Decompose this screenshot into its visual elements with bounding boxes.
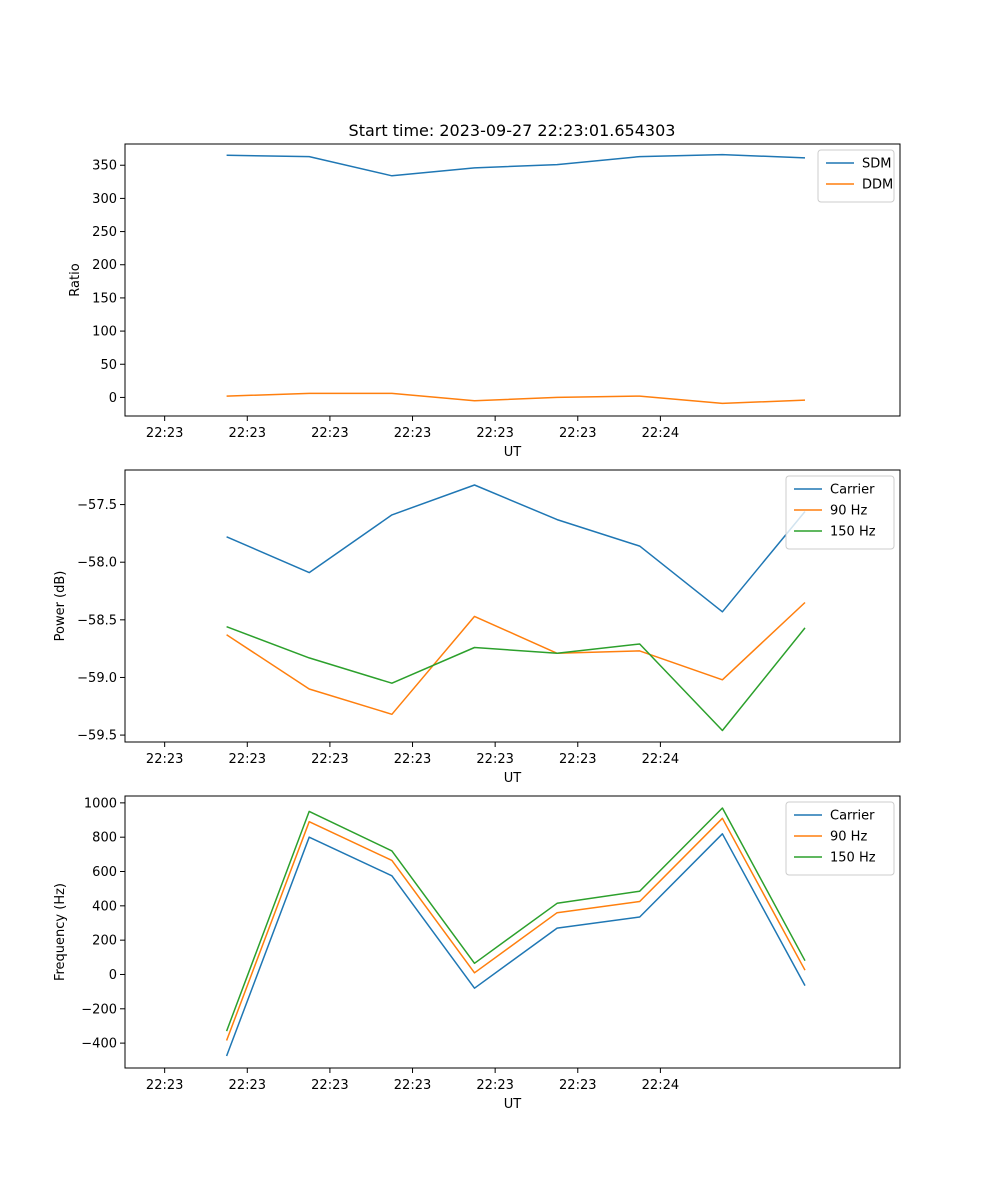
frequency-panel: 22:23 22:23 22:23 22:23 22:23 22:23 22:24 −400 −… xyxy=(53,795,901,1112)
ratio-axes-frame xyxy=(124,143,901,417)
ratio-y-tick-label: 100 xyxy=(92,325,117,340)
power-legend-label: 150 Hz xyxy=(830,525,876,540)
frequency-legend-label: 90 Hz xyxy=(830,830,867,845)
chart-title: Start time: 2023-09-27 22:23:01.654303 xyxy=(349,121,676,140)
frequency-series-line-150-hz xyxy=(225,807,806,1032)
power-y-tick-label: −57.5 xyxy=(77,498,117,513)
frequency-x-tick-label: 22:23 xyxy=(146,1078,183,1093)
frequency-legend: Carrier 90 Hz 150 Hz xyxy=(785,801,895,876)
ratio-y-tick-label: 250 xyxy=(92,225,117,240)
power-x-tick-label: 22:23 xyxy=(311,752,348,767)
ratio-y-tick-label: 300 xyxy=(92,192,117,207)
frequency-x-tick-label: 22:23 xyxy=(311,1078,348,1093)
frequency-x-tick-label: 22:23 xyxy=(559,1078,596,1093)
ratio-legend-label: SDM xyxy=(862,157,891,172)
power-legend: Carrier 90 Hz 150 Hz xyxy=(785,475,895,550)
ratio-legend-label: DDM xyxy=(862,178,893,193)
frequency-x-axis-label: UT xyxy=(504,1097,522,1112)
power-x-axis-label: UT xyxy=(504,771,522,786)
frequency-y-tick-label: 200 xyxy=(92,934,117,949)
ratio-x-tick-label: 22:24 xyxy=(642,426,679,441)
frequency-y-tick-label: 800 xyxy=(92,831,117,846)
power-y-tick-label: −59.5 xyxy=(77,729,117,744)
frequency-x-tick-label: 22:23 xyxy=(229,1078,266,1093)
power-series-line-carrier xyxy=(226,484,806,613)
power-x-tick-label: 22:23 xyxy=(146,752,183,767)
frequency-x-tick-label: 22:24 xyxy=(642,1078,679,1093)
ratio-y-tick-label: 200 xyxy=(92,258,117,273)
power-x-tick-label: 22:23 xyxy=(229,752,266,767)
frequency-y-tick-label: 600 xyxy=(92,865,117,880)
power-x-tick-label: 22:23 xyxy=(559,752,596,767)
ratio-x-tick-label: 22:23 xyxy=(394,426,431,441)
frequency-y-tick-label: 0 xyxy=(109,968,117,983)
ratio-x-tick-label: 22:23 xyxy=(476,426,513,441)
frequency-y-tick-label: 1000 xyxy=(84,796,117,811)
ratio-x-tick-label: 22:23 xyxy=(311,426,348,441)
frequency-legend-label: Carrier xyxy=(830,809,875,824)
frequency-y-tick-label: −400 xyxy=(81,1037,117,1052)
ratio-legend: SDM DDM xyxy=(817,149,895,203)
frequency-series-line-carrier xyxy=(225,833,806,1057)
frequency-legend-label: 150 Hz xyxy=(830,851,876,866)
ratio-x-tick-label: 22:23 xyxy=(229,426,266,441)
power-series-line-150-hz xyxy=(226,625,806,732)
frequency-axes-frame xyxy=(124,795,901,1069)
frequency-series-line-90-hz xyxy=(225,817,806,1041)
power-y-tick-label: −58.5 xyxy=(77,613,117,628)
power-y-tick-label: −58.0 xyxy=(77,556,117,571)
power-x-tick-label: 22:24 xyxy=(642,752,679,767)
frequency-x-tick-label: 22:23 xyxy=(476,1078,513,1093)
ratio-series-line-sdm xyxy=(226,153,806,177)
frequency-x-tick-label: 22:23 xyxy=(394,1078,431,1093)
ratio-y-tick-label: 150 xyxy=(92,291,117,306)
power-axes-frame xyxy=(124,469,901,743)
ratio-panel: 22:23 22:23 22:23 22:23 22:23 22:23 22:24 0 50 10… xyxy=(68,143,901,460)
ratio-y-axis-label: Ratio xyxy=(68,263,83,296)
frequency-y-axis-label: Frequency (Hz) xyxy=(53,883,68,981)
power-series-line-90-hz xyxy=(226,601,806,716)
power-x-tick-label: 22:23 xyxy=(394,752,431,767)
ratio-y-tick-label: 0 xyxy=(109,391,117,406)
ratio-x-tick-label: 22:23 xyxy=(146,426,183,441)
power-panel: 22:23 22:23 22:23 22:23 22:23 22:23 22:24 −59.5… xyxy=(53,469,901,786)
power-legend-label: Carrier xyxy=(830,483,875,498)
power-y-tick-label: −59.0 xyxy=(77,671,117,686)
ratio-series-line-ddm xyxy=(226,392,806,405)
frequency-y-tick-label: −200 xyxy=(81,1002,117,1017)
frequency-y-tick-label: 400 xyxy=(92,899,117,914)
ratio-y-tick-label: 50 xyxy=(100,358,117,373)
power-legend-label: 90 Hz xyxy=(830,504,867,519)
power-y-axis-label: Power (dB) xyxy=(53,571,68,642)
power-x-tick-label: 22:23 xyxy=(476,752,513,767)
ratio-x-axis-label: UT xyxy=(504,445,522,460)
ratio-x-tick-label: 22:23 xyxy=(559,426,596,441)
ratio-y-tick-label: 350 xyxy=(92,159,117,174)
